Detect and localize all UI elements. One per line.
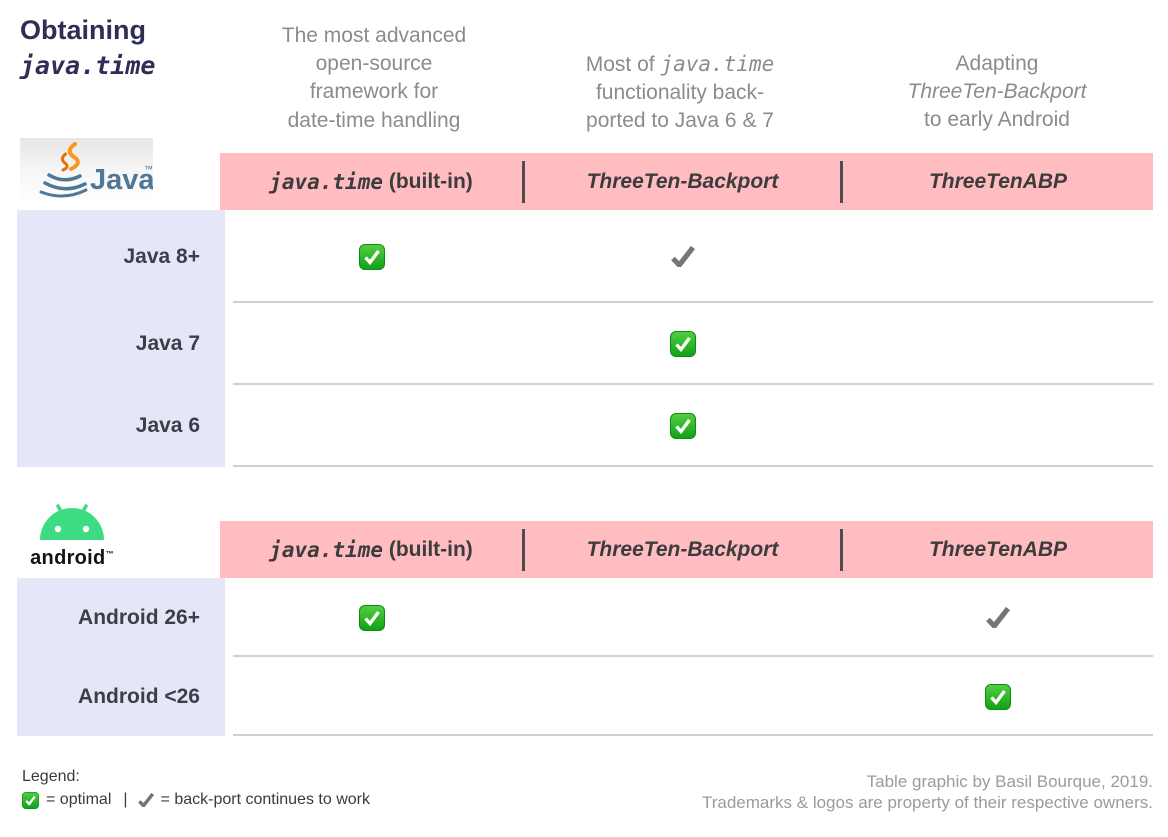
cell-optimal (524, 303, 842, 385)
optimal-check-icon (22, 791, 39, 809)
desc-text: Adapting (955, 52, 1039, 75)
header-name: java.time (269, 537, 383, 562)
cell-empty (842, 303, 1153, 385)
optimal-check-icon (359, 243, 385, 270)
android-logo: android™ (22, 500, 122, 570)
cell-empty (524, 578, 842, 657)
row-label: Java 7 (17, 303, 225, 385)
row-divider (233, 734, 1153, 736)
java-logo: Java ™ (20, 138, 155, 205)
cell-optimal (220, 210, 524, 303)
cell-empty (524, 657, 842, 736)
legend-optimal-text: = optimal (46, 791, 112, 808)
cell-empty (220, 303, 524, 385)
android-trademark: ™ (105, 549, 114, 559)
header-suffix: (built-in) (383, 537, 473, 561)
android-wordmark: android™ (22, 547, 122, 570)
legend-separator: | (123, 791, 128, 808)
header-name: java.time (269, 169, 383, 194)
header-cell-javatime: java.time (built-in) (220, 170, 522, 194)
desc-text: Most of (585, 53, 661, 76)
legend-works-text: = back-port continues to work (160, 791, 370, 808)
page-title: Obtaining java.time (20, 12, 155, 84)
java-rows: Java 8+ Java 7 Java 6 (0, 210, 1168, 467)
java-cup-icon (43, 181, 87, 191)
cell-empty (220, 385, 524, 467)
header-cell-javatime: java.time (built-in) (220, 538, 522, 562)
header-cell-threetenabp: ThreeTenABP (843, 538, 1153, 562)
table-row: Java 7 (0, 303, 1168, 385)
java-logo-graphic: Java ™ (39, 142, 155, 198)
table-row: Java 8+ (0, 210, 1168, 303)
java-steam-icon (60, 152, 69, 172)
footer-credit: Table graphic by Basil Bourque, 2019. Tr… (702, 771, 1153, 813)
row-divider (233, 383, 1153, 385)
java-saucer-icon (39, 188, 88, 198)
header-name: ThreeTen-Backport (586, 169, 779, 193)
desc-italic: java.time (660, 52, 775, 76)
row-label: Android <26 (17, 657, 225, 736)
row-label: Java 6 (17, 385, 225, 467)
header-cell-threeten-backport: ThreeTen-Backport (525, 170, 840, 194)
cell-optimal (842, 657, 1153, 736)
legend-label: Legend: (22, 768, 80, 785)
cell-optimal (220, 578, 524, 657)
row-label: Java 8+ (17, 210, 225, 303)
desc-italic: ThreeTen-Backport (907, 80, 1087, 103)
backport-check-icon (671, 246, 695, 267)
column-description-backport: Most of java.time functionality back- po… (550, 50, 810, 135)
row-divider (233, 465, 1153, 467)
cell-empty (842, 210, 1153, 303)
desc-text: The most advanced open-source framework … (281, 24, 467, 132)
android-table-header: java.time (built-in) ThreeTen-Backport T… (220, 521, 1153, 578)
row-divider (233, 655, 1153, 657)
header-divider (840, 160, 843, 203)
header-suffix: (built-in) (383, 169, 473, 193)
header-name: ThreeTen-Backport (586, 537, 779, 561)
desc-text: to early Android (924, 108, 1070, 131)
android-wordmark-text: android (30, 547, 106, 569)
android-rows: Android 26+ Android <26 (0, 578, 1168, 736)
table-row: Android <26 (0, 657, 1168, 736)
header-divider (840, 528, 843, 571)
java-table-header: java.time (built-in) ThreeTen-Backport T… (220, 153, 1153, 210)
header-divider (522, 160, 525, 203)
footer-line2: Trademarks & logos are property of their… (701, 793, 1153, 812)
column-description-threetenabp: Adapting ThreeTen-Backport to early Andr… (867, 50, 1127, 134)
legend: Legend: = optimal | = back-port continue… (22, 768, 370, 809)
table-row: Android 26+ (0, 578, 1168, 657)
header-cell-threeten-backport: ThreeTen-Backport (525, 538, 840, 562)
desc-text: functionality back- ported to Java 6 & 7 (586, 81, 774, 132)
optimal-check-icon (359, 604, 385, 631)
column-description-javatime: The most advanced open-source framework … (274, 22, 474, 135)
header-name: ThreeTenABP (928, 169, 1068, 193)
cell-optimal (524, 385, 842, 467)
title-line1: Obtaining (20, 15, 146, 45)
header-name: ThreeTenABP (928, 537, 1068, 561)
footer-line1: Table graphic by Basil Bourque, 2019. (866, 772, 1153, 791)
cell-works (842, 578, 1153, 657)
optimal-check-icon (670, 413, 696, 439)
cell-empty (842, 385, 1153, 467)
java-trademark: ™ (144, 164, 153, 174)
android-robot-icon (40, 504, 104, 540)
header-divider (522, 528, 525, 571)
header-cell-threetenabp: ThreeTenABP (843, 170, 1153, 194)
cell-empty (220, 657, 524, 736)
backport-check-icon (137, 793, 154, 807)
legend-items: = optimal | = back-port continues to wor… (22, 791, 370, 809)
optimal-check-icon (984, 683, 1011, 710)
title-line2: java.time (20, 51, 156, 80)
optimal-check-icon (670, 331, 696, 357)
java-cup-icon (47, 173, 82, 182)
row-divider (233, 301, 1153, 303)
java-wordmark: Java (90, 164, 153, 196)
backport-check-icon (985, 607, 1010, 628)
table-row: Java 6 (0, 385, 1168, 467)
row-label: Android 26+ (17, 578, 225, 657)
cell-works (524, 210, 842, 303)
java-steam-icon (67, 142, 80, 171)
